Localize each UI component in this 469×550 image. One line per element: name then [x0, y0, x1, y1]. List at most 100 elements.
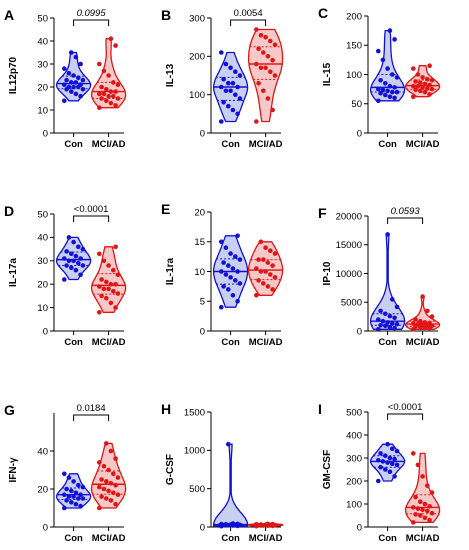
x-tick-label: MCI/AD: [249, 337, 283, 348]
data-point: [73, 267, 79, 273]
data-point: [390, 297, 395, 302]
data-point: [71, 479, 76, 484]
panel-b: B IL-13 0 100 200 300 Con MCI/AD 0.0054: [161, 7, 284, 150]
data-point: [101, 486, 107, 492]
data-point: [219, 269, 224, 274]
y-tick-label: 100: [346, 70, 362, 81]
x-tick-label: Con: [221, 533, 240, 544]
data-point: [115, 291, 121, 296]
data-point: [108, 498, 114, 503]
data-point: [263, 269, 268, 274]
data-point: [422, 515, 428, 521]
data-point: [376, 458, 381, 463]
data-point: [111, 490, 116, 496]
data-point: [420, 474, 425, 479]
x-tick-label: MCI/AD: [406, 533, 440, 544]
data-point: [413, 512, 418, 517]
data-point: [376, 327, 381, 332]
data-point: [418, 80, 423, 85]
y-tick-label: 10000: [336, 269, 362, 280]
data-point: [270, 57, 275, 63]
data-point: [113, 89, 118, 94]
y-tick-label: 0: [43, 522, 48, 533]
data-point: [383, 467, 388, 472]
data-point: [106, 73, 111, 78]
y-axis-label: IL-13: [165, 63, 176, 87]
data-point: [71, 84, 76, 90]
y-tick-label: 0: [357, 128, 362, 139]
data-point: [111, 288, 116, 294]
panel-a: A IL12p70 0 10 20 30 40 50 Con MCI/AD 0.0995: [4, 7, 127, 150]
significance-label: 0.0995: [77, 8, 107, 19]
data-point: [104, 98, 109, 104]
data-point: [411, 94, 416, 99]
panel-letter: H: [161, 401, 171, 417]
panel-letter: F: [318, 205, 327, 221]
y-tick-label: 400: [346, 430, 362, 441]
data-point: [113, 43, 118, 48]
data-point: [383, 92, 388, 98]
data-point: [418, 88, 423, 94]
data-point: [237, 281, 243, 286]
y-tick-label: 10: [37, 303, 48, 314]
data-point: [219, 304, 224, 310]
data-point: [115, 272, 121, 278]
data-point: [97, 505, 102, 511]
y-tick-label: 200: [189, 52, 205, 63]
data-point: [62, 492, 67, 498]
data-point: [427, 517, 432, 523]
data-point: [415, 506, 421, 511]
y-tick-label: 40: [37, 36, 48, 47]
significance-bracket: [73, 215, 110, 222]
panel-g: G IFN-γ 0 20 40 Con MCI/AD 0.0184: [4, 402, 127, 544]
data-point: [97, 310, 102, 315]
data-point: [378, 451, 383, 456]
data-point: [99, 293, 104, 299]
y-tick-label: 15000: [336, 240, 362, 251]
data-point: [261, 257, 266, 262]
panel-letter: I: [318, 401, 322, 417]
y-tick-label: 500: [189, 484, 205, 495]
data-point: [64, 77, 69, 83]
x-tick-label: Con: [64, 139, 83, 150]
y-tick-label: 1500: [184, 407, 205, 418]
panel-letter: A: [4, 7, 14, 23]
data-point: [219, 239, 224, 245]
data-point: [380, 87, 386, 92]
data-point: [415, 83, 421, 89]
data-point: [383, 453, 388, 459]
data-point: [104, 479, 109, 484]
data-point: [422, 81, 428, 87]
y-axis-label: IL-17a: [8, 258, 19, 287]
data-point: [376, 86, 381, 92]
y-tick-label: 5000: [341, 298, 362, 309]
data-point: [268, 272, 273, 277]
data-point: [62, 256, 67, 261]
data-point: [78, 503, 83, 509]
x-tick-label: Con: [221, 337, 240, 348]
data-point: [422, 501, 428, 507]
data-point: [73, 54, 79, 60]
panel-c: C IL-15 0 50 100 150 200 Con MCI/AD: [318, 5, 441, 150]
data-point: [97, 91, 102, 97]
data-point: [62, 505, 67, 511]
data-point: [268, 38, 273, 44]
data-point: [429, 490, 435, 495]
y-axis-label: G-CSF: [165, 454, 176, 485]
y-tick-label: 50: [351, 99, 362, 110]
y-tick-label: 5: [200, 297, 205, 308]
data-point: [378, 323, 383, 328]
data-point: [219, 84, 224, 90]
data-point: [111, 80, 116, 85]
data-point: [272, 275, 278, 280]
data-point: [71, 239, 76, 245]
data-point: [387, 83, 393, 89]
data-point: [226, 80, 231, 86]
y-tick-label: 300: [346, 453, 362, 464]
data-point: [272, 42, 278, 48]
data-point: [73, 501, 79, 507]
data-point: [253, 266, 259, 271]
data-point: [101, 463, 107, 469]
data-point: [108, 89, 114, 94]
data-point: [97, 484, 102, 490]
